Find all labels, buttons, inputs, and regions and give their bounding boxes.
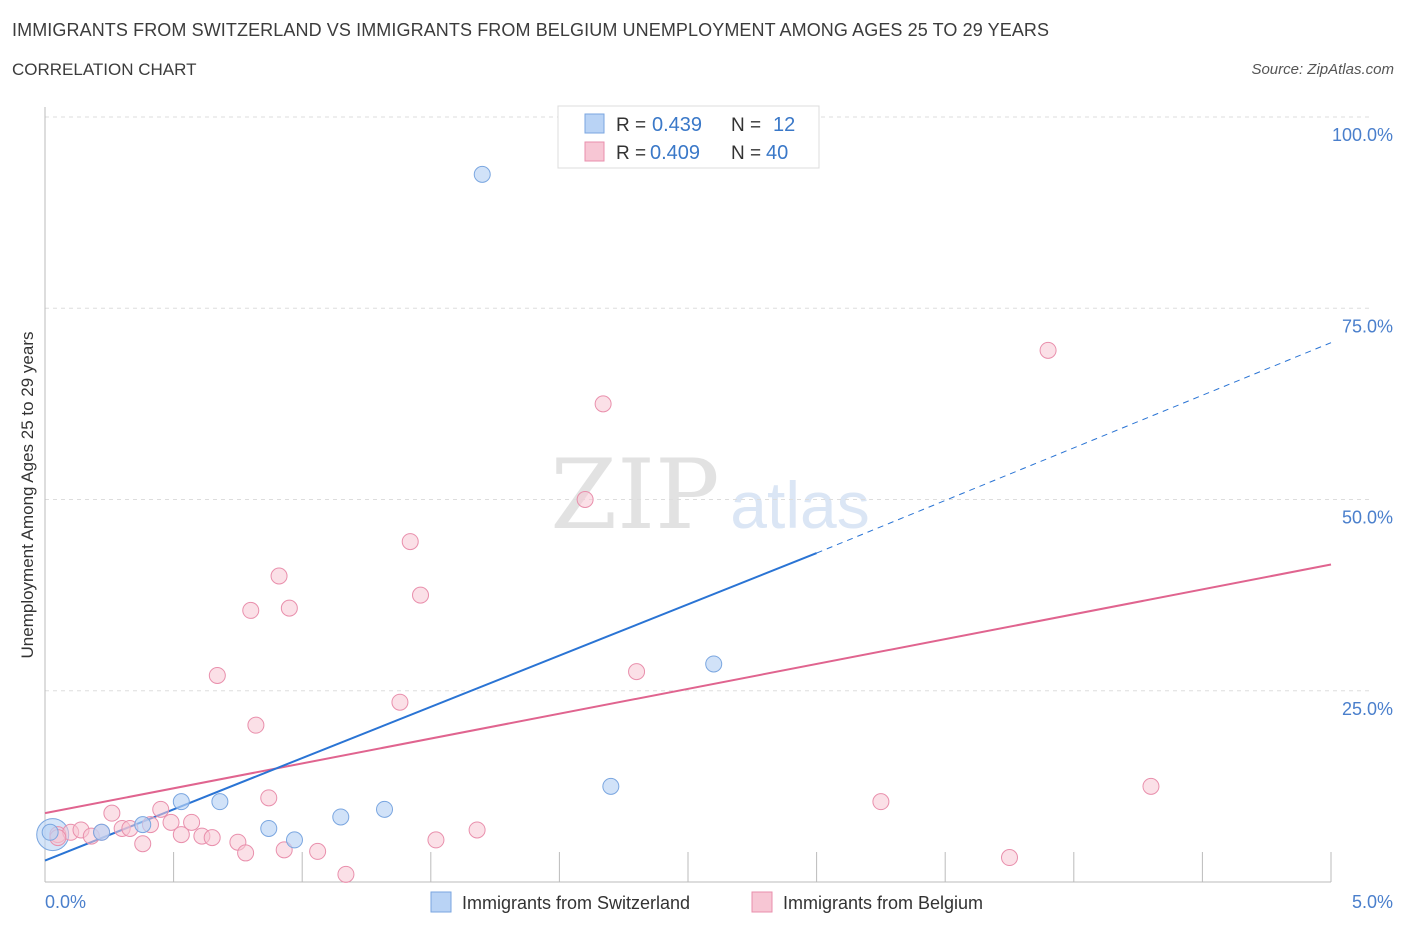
- y-tick-label: 50.0%: [1342, 508, 1393, 528]
- source-attribution: Source: ZipAtlas.com: [1251, 61, 1394, 78]
- data-point-belgium: [183, 813, 201, 831]
- legend-belgium-label: Immigrants from Belgium: [783, 893, 983, 913]
- data-point-belgium: [576, 491, 594, 508]
- data-point-belgium: [208, 666, 226, 684]
- data-point-belgium: [162, 813, 180, 831]
- data-point-switzerland: [260, 819, 278, 837]
- y-tick-label: 100.0%: [1332, 125, 1393, 145]
- x-tick-label: 0.0%: [45, 892, 86, 912]
- stats-belgium-swatch: [584, 141, 605, 162]
- stats-belgium-n-value: 40: [766, 142, 788, 164]
- data-point-switzerland: [172, 793, 190, 811]
- stats-belgium-r-value: 0.409: [650, 142, 700, 164]
- stats-switzerland-r-label: R =: [616, 115, 646, 136]
- data-point-belgium: [270, 567, 288, 585]
- data-point-switzerland: [332, 808, 350, 826]
- stats-switzerland-n-label: N =: [731, 115, 761, 136]
- data-point-switzerland: [602, 777, 620, 795]
- data-point-belgium: [1001, 849, 1018, 867]
- data-point-belgium: [1142, 777, 1160, 795]
- trend-lines: [44, 342, 1332, 862]
- data-point-belgium: [260, 789, 278, 807]
- stats-switzerland-swatch: [584, 113, 605, 134]
- data-point-belgium: [134, 835, 152, 853]
- data-point-switzerland: [705, 655, 723, 673]
- tick-labels: 25.0% 50.0% 75.0% 100.0% 0.0% 5.0%: [45, 125, 1393, 912]
- stats-belgium-n-label: N =: [731, 143, 761, 164]
- legend-belgium-swatch: [751, 891, 773, 913]
- data-point-belgium: [427, 831, 445, 849]
- trend-line-switzerland-extension: [816, 342, 1332, 554]
- data-point-belgium: [1039, 341, 1057, 359]
- chart-subtitle: CORRELATION CHART: [12, 60, 197, 79]
- data-point-belgium: [242, 601, 260, 619]
- data-point-switzerland: [285, 831, 303, 849]
- data-point-belgium: [401, 533, 419, 551]
- data-point-belgium: [172, 826, 190, 844]
- data-point-belgium: [203, 829, 221, 847]
- data-point-switzerland: [134, 816, 152, 834]
- data-point-belgium: [103, 804, 121, 822]
- legend: Immigrants from Switzerland Immigrants f…: [430, 891, 983, 913]
- chart-title: IMMIGRANTS FROM SWITZERLAND VS IMMIGRANT…: [12, 20, 1050, 40]
- data-point-belgium: [337, 865, 355, 883]
- data-point-belgium: [391, 693, 409, 711]
- data-point-belgium: [237, 844, 255, 862]
- stats-box: R = 0.439 N = 12 R = 0.409 N = 40: [557, 105, 820, 169]
- data-point-belgium: [628, 663, 646, 681]
- data-point-belgium: [152, 800, 170, 818]
- data-point-belgium: [247, 716, 265, 734]
- trend-line-belgium: [44, 563, 1332, 815]
- data-point-belgium: [309, 842, 327, 860]
- data-point-switzerland: [41, 823, 59, 841]
- data-point-belgium: [594, 395, 612, 413]
- data-point-belgium: [468, 821, 486, 839]
- y-tick-label: 75.0%: [1342, 316, 1393, 336]
- data-point-switzerland: [211, 793, 229, 811]
- y-axis-label: Unemployment Among Ages 25 to 29 years: [18, 332, 37, 659]
- legend-switzerland-swatch: [430, 891, 452, 913]
- watermark-atlas: atlas: [730, 468, 869, 542]
- data-point-switzerland: [473, 165, 491, 183]
- data-point-belgium: [872, 793, 890, 811]
- x-tick-label: 5.0%: [1352, 892, 1393, 912]
- trend-line-switzerland: [44, 552, 817, 862]
- stats-switzerland-n-value: 12: [773, 114, 795, 136]
- data-point-switzerland: [93, 823, 111, 841]
- data-point-belgium: [412, 586, 430, 604]
- grid-lines: [45, 116, 1371, 692]
- legend-switzerland-label: Immigrants from Switzerland: [462, 893, 690, 913]
- data-point-belgium: [275, 841, 293, 859]
- data-point-belgium: [280, 599, 298, 617]
- y-tick-label: 25.0%: [1342, 699, 1393, 719]
- axes: [44, 107, 1332, 883]
- stats-belgium-r-label: R =: [616, 143, 646, 164]
- data-points: [36, 165, 1160, 883]
- stats-switzerland-r-value: 0.439: [652, 114, 702, 136]
- data-point-switzerland: [376, 800, 394, 818]
- watermark-zip: ZIP: [550, 439, 719, 551]
